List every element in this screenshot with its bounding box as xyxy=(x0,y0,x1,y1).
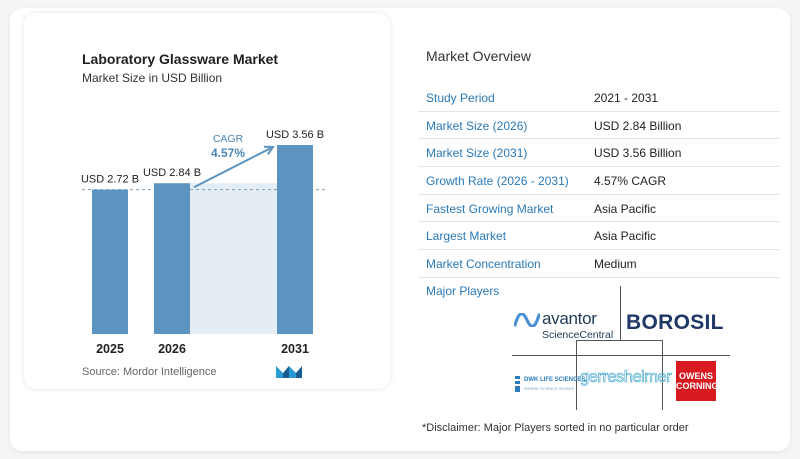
avantor-name: avantor xyxy=(542,309,597,328)
data-label-2026: USD 2.84 B xyxy=(143,167,201,179)
overview-value: 4.57% CAGR xyxy=(594,174,667,189)
owens-word: OWENS xyxy=(678,371,713,381)
overview-title: Market Overview xyxy=(426,48,532,64)
overview-label: Fastest Growing Market xyxy=(426,201,554,216)
overview-row-market-size-2031: Market Size (2031) USD 3.56 Billion xyxy=(418,139,780,168)
chart-title: Laboratory Glassware Market xyxy=(82,51,279,67)
data-label-2025: USD 2.72 B xyxy=(81,174,139,186)
avantor-wave-icon xyxy=(514,313,540,327)
overview-label: Market Concentration xyxy=(426,257,541,272)
gerresheimer-logo: gerresheimer xyxy=(580,368,672,387)
overview-value: USD 3.56 Billion xyxy=(594,146,682,161)
overview-value: USD 2.84 Billion xyxy=(594,118,682,133)
players-grid-line xyxy=(512,355,730,356)
overview-row-largest-market: Largest Market Asia Pacific xyxy=(418,222,780,251)
avantor-subname: ScienceCentral xyxy=(542,329,614,341)
overview-table: Study Period 2021 - 2031 Market Size (20… xyxy=(418,84,780,278)
overview-row-study-period: Study Period 2021 - 2031 xyxy=(418,84,780,112)
dwk-flask-icon xyxy=(515,376,520,392)
x-tick-label-2031: 2031 xyxy=(281,342,309,356)
dwk-name: DWK LIFE SCIENCES xyxy=(524,377,586,383)
cagr-label: CAGR xyxy=(213,133,244,145)
cagr-arrow xyxy=(193,146,274,189)
cagr-value: 4.57% xyxy=(211,146,245,160)
overview-value: Medium xyxy=(594,257,637,272)
overview-row-concentration: Market Concentration Medium xyxy=(418,250,780,278)
chart-subtitle: Market Size in USD Billion xyxy=(82,71,223,85)
corning-word: CORNING xyxy=(676,381,719,391)
players-grid-line xyxy=(576,340,662,341)
overview-label: Growth Rate (2026 - 2031) xyxy=(426,174,569,189)
bar-2026 xyxy=(154,183,190,334)
major-players-title: Major Players xyxy=(426,284,500,298)
dwk-logo: DWK LIFE SCIENCES WHERE SCIENCE WORKS xyxy=(514,374,585,396)
x-tick-label-2025: 2025 xyxy=(96,342,124,356)
overview-row-market-size-2026: Market Size (2026) USD 2.84 Billion xyxy=(418,112,780,140)
borosil-logo: BOROSIL xyxy=(626,311,724,334)
overview-value: Asia Pacific xyxy=(594,201,657,216)
cagr-arrow-head-icon xyxy=(263,145,275,155)
overview-value: Asia Pacific xyxy=(594,229,657,244)
overview-label: Market Size (2026) xyxy=(426,118,528,133)
bar-chart: USD 2.72 B 2025 USD 2.84 B 2026 USD 3.56 B 20… xyxy=(81,129,328,356)
owens-corning-logo: OWENS CORNING xyxy=(676,361,719,401)
disclaimer: *Disclaimer: Major Players sorted in no … xyxy=(422,422,689,434)
overview-value: 2021 - 2031 xyxy=(594,91,659,105)
overview-label: Market Size (2031) xyxy=(426,146,528,161)
growth-shade xyxy=(190,183,277,334)
x-tick-label-2026: 2026 xyxy=(158,342,186,356)
players-grid-line xyxy=(576,340,577,410)
players-grid-line xyxy=(662,340,663,410)
players-grid-line xyxy=(620,286,621,340)
overview-label: Largest Market xyxy=(426,229,507,244)
bar-2031 xyxy=(277,145,313,334)
overview-label: Study Period xyxy=(426,91,495,105)
data-label-2031: USD 3.56 B xyxy=(266,129,324,141)
mordor-logo-icon xyxy=(276,366,302,378)
bar-2025 xyxy=(92,189,128,334)
overview-row-fastest-growing: Fastest Growing Market Asia Pacific xyxy=(418,195,780,223)
dwk-subname: WHERE SCIENCE WORKS xyxy=(524,386,575,391)
overview-row-growth-rate: Growth Rate (2026 - 2031) 4.57% CAGR xyxy=(418,167,780,195)
source-note: Source: Mordor Intelligence xyxy=(82,366,217,378)
